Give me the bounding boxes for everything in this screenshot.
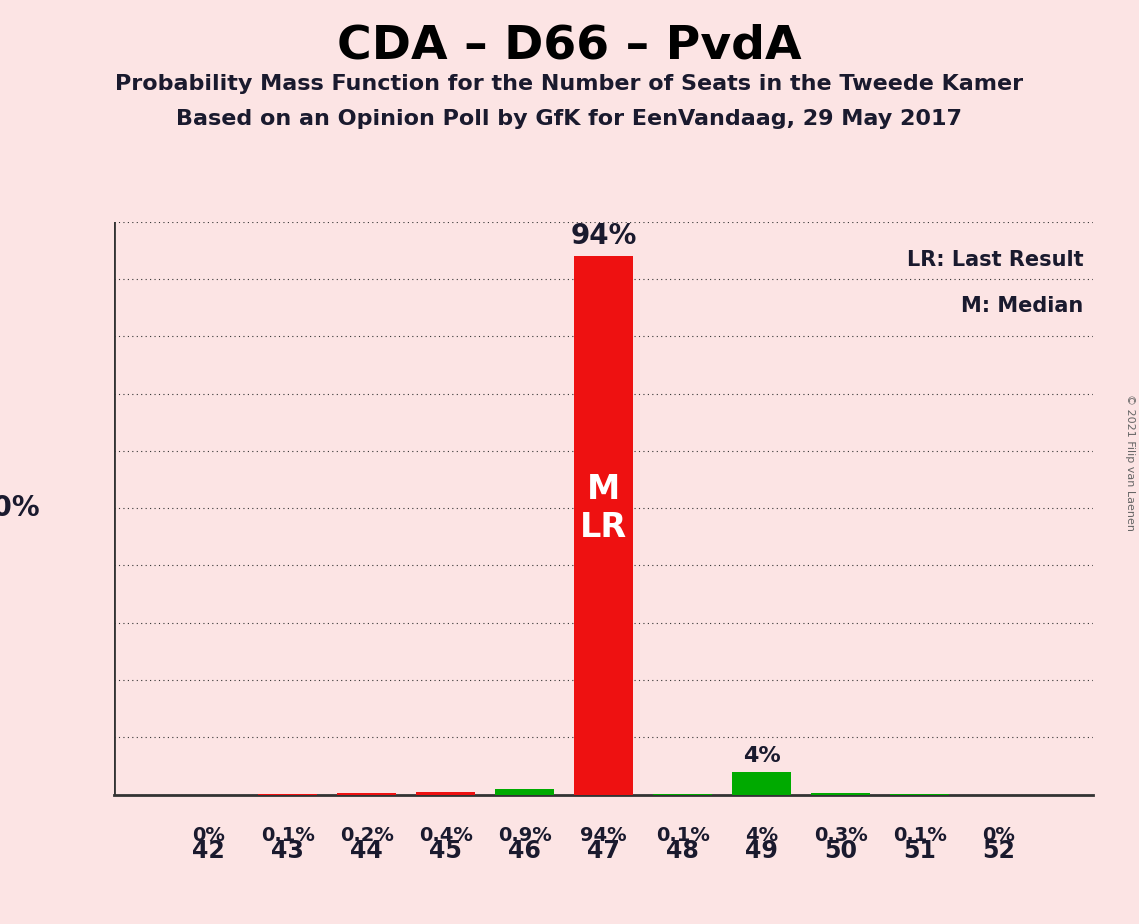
Text: CDA – D66 – PvdA: CDA – D66 – PvdA [337, 23, 802, 68]
Bar [416, 793, 475, 795]
Text: 50%: 50% [0, 494, 41, 522]
Text: 4%: 4% [745, 826, 778, 845]
Text: 0%: 0% [982, 826, 1015, 845]
Bar [574, 256, 633, 795]
Text: 0.4%: 0.4% [419, 826, 473, 845]
Text: 94%: 94% [581, 826, 626, 845]
Text: LR: Last Result: LR: Last Result [907, 250, 1083, 271]
Text: 4%: 4% [743, 746, 780, 766]
Text: M
LR: M LR [580, 472, 628, 544]
Bar [337, 794, 396, 795]
Text: 0.1%: 0.1% [893, 826, 947, 845]
Text: 0.1%: 0.1% [261, 826, 314, 845]
Text: 0.3%: 0.3% [813, 826, 868, 845]
Text: Probability Mass Function for the Number of Seats in the Tweede Kamer: Probability Mass Function for the Number… [115, 74, 1024, 94]
Text: 0.9%: 0.9% [498, 826, 551, 845]
Text: 0.2%: 0.2% [339, 826, 394, 845]
Text: M: Median: M: Median [961, 297, 1083, 316]
Text: 94%: 94% [571, 223, 637, 250]
Bar [732, 772, 792, 795]
Text: 0%: 0% [192, 826, 226, 845]
Text: © 2021 Filip van Laenen: © 2021 Filip van Laenen [1125, 394, 1134, 530]
Text: 0.1%: 0.1% [656, 826, 710, 845]
Bar [495, 789, 555, 795]
Text: Based on an Opinion Poll by GfK for EenVandaag, 29 May 2017: Based on an Opinion Poll by GfK for EenV… [177, 109, 962, 129]
Bar [811, 793, 870, 795]
